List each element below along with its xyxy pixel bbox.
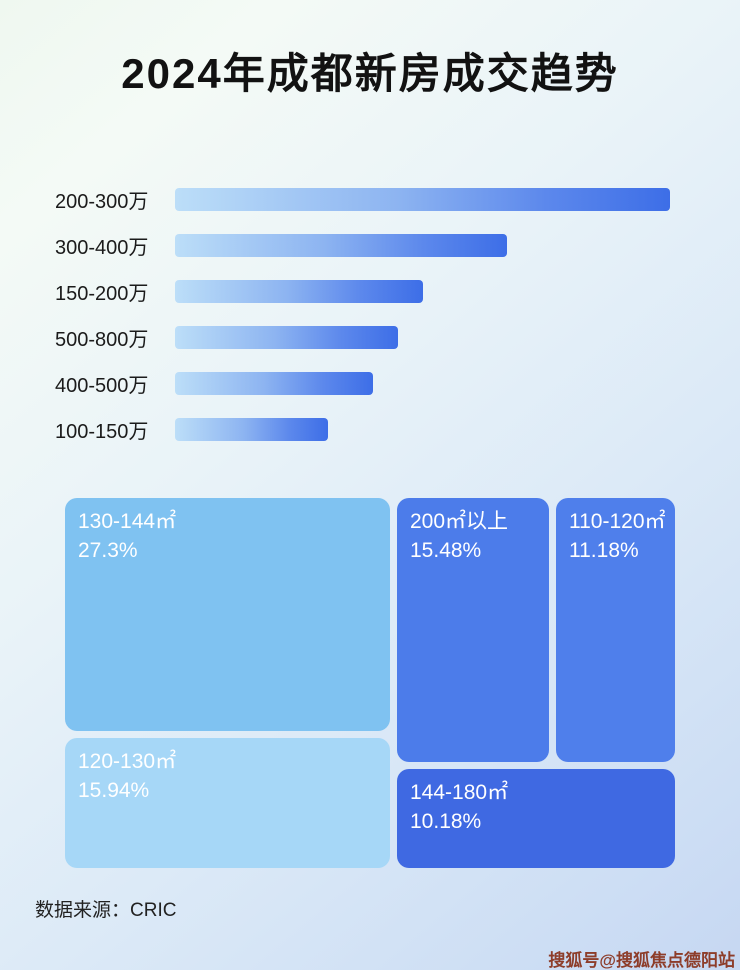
treemap-block-value: 15.94% [78,779,150,802]
bar-row: 300-400万 [55,222,670,268]
bar-row: 100-150万 [55,406,670,452]
price-range-bar-chart: 200-300万 300-400万 150-200万 500-800万 400-… [55,176,670,452]
bar [175,187,670,211]
bar-track [175,279,670,303]
bar-category-label: 300-400万 [55,236,149,259]
bar-track [175,233,670,257]
data-source-label: 数据来源：CRIC [35,900,177,921]
bar-row: 200-300万 [55,176,670,222]
bar [175,325,398,349]
treemap-block-label: 130-144㎡ [78,510,177,533]
treemap-block-200-plus: 200㎡以上 15.48% [397,498,549,762]
bar-category-label: 150-200万 [55,282,149,305]
page-title: 2024年成都新房成交趋势 [121,50,619,97]
bar-track [175,325,670,349]
treemap-block-120-130: 120-130㎡ 15.94% [65,738,390,868]
bar-row: 500-800万 [55,314,670,360]
treemap-block-label: 110-120㎡ [569,510,666,533]
bar-category-label: 200-300万 [55,190,149,213]
bar [175,279,423,303]
treemap-block-value: 15.48% [410,539,482,562]
bar-track [175,371,670,395]
treemap-block-110-120: 110-120㎡ 11.18% [556,498,675,762]
bar-track [175,187,670,211]
treemap-block-144-180: 144-180㎡ 10.18% [397,769,675,868]
treemap-block-value: 10.18% [410,810,482,833]
bar-category-label: 100-150万 [55,420,149,443]
bar-track [175,417,670,441]
bar-category-label: 500-800万 [55,328,149,351]
treemap-block-130-144: 130-144㎡ 27.3% [65,498,390,731]
bar [175,417,329,441]
watermark-text: 搜狐号@搜狐焦点德阳站 [548,951,735,970]
bar [175,233,507,257]
bar-row: 400-500万 [55,360,670,406]
bar-category-label: 400-500万 [55,374,149,397]
bar-row: 150-200万 [55,268,670,314]
treemap-block-label: 120-130㎡ [78,750,177,773]
treemap-block-label: 200㎡以上 [410,510,509,533]
area-share-treemap: 130-144㎡ 27.3% 200㎡以上 15.48% 110-120㎡ 11… [65,498,675,868]
treemap-block-value: 11.18% [569,539,639,562]
treemap-block-label: 144-180㎡ [410,781,509,804]
treemap-block-value: 27.3% [78,539,138,562]
bar [175,371,373,395]
